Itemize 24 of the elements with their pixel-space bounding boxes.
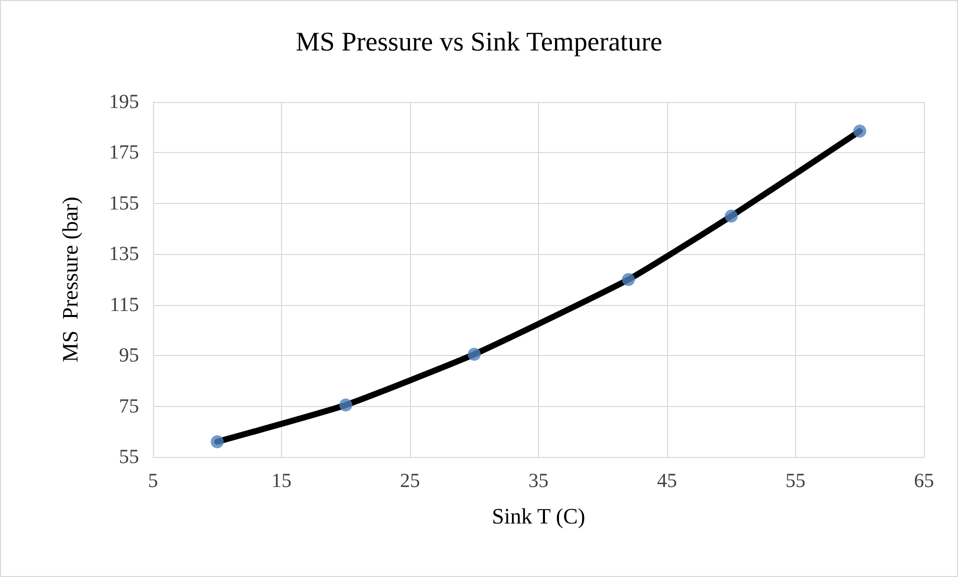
y-axis-title: MS Pressure (bar) — [58, 196, 82, 362]
y-tick-label: 75 — [119, 395, 139, 418]
chart-title: MS Pressure vs Sink Temperature — [296, 26, 662, 56]
y-tick-label: 55 — [119, 446, 139, 468]
x-tick-label: 55 — [786, 470, 806, 492]
x-tick-label: 45 — [657, 470, 677, 492]
x-tick-label: 25 — [400, 470, 420, 492]
y-tick-label: 195 — [109, 91, 139, 113]
point — [210, 435, 224, 448]
point — [724, 210, 738, 223]
point — [339, 398, 352, 412]
y-tick-label: 135 — [109, 243, 139, 266]
x-tick-label: 35 — [528, 470, 548, 492]
x-axis-title: Sink T (C) — [492, 504, 586, 528]
y-tick-label: 155 — [109, 192, 139, 214]
x-tick-label: 15 — [272, 470, 292, 492]
point — [853, 124, 866, 138]
point — [468, 348, 481, 361]
x-tick-label: 65 — [914, 470, 934, 492]
y-tick-label: 175 — [109, 142, 139, 164]
point — [622, 273, 635, 286]
y-tick-label: 115 — [110, 294, 139, 316]
x-tick-label: 5 — [148, 470, 158, 492]
y-tick-label: 95 — [119, 344, 139, 367]
